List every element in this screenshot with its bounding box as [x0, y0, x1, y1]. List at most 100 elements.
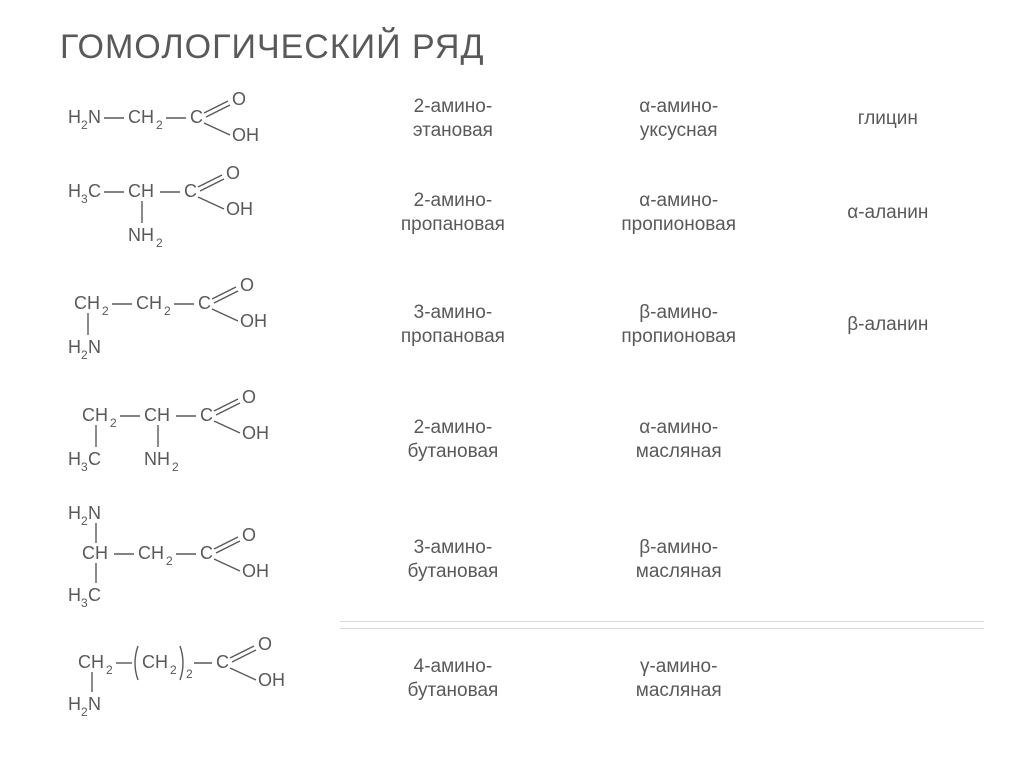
text: масляная	[636, 441, 722, 462]
text: 2-амино-	[414, 96, 493, 117]
svg-text:C: C	[200, 543, 213, 563]
svg-text:OH: OH	[242, 423, 269, 443]
svg-text:NH: NH	[144, 449, 170, 469]
svg-text:3: 3	[81, 596, 88, 610]
svg-text:2: 2	[156, 236, 163, 250]
svg-text:C: C	[190, 107, 203, 127]
svg-text:O: O	[258, 634, 272, 654]
trivial-name: β-аланин	[792, 314, 984, 336]
text: 2-амино-	[414, 190, 493, 211]
text: α-амино-	[639, 190, 718, 211]
svg-text:H: H	[68, 181, 81, 201]
text: 3-амино-	[414, 537, 493, 558]
compound-row: H 3 C CH NH 2 C O OH	[60, 157, 984, 269]
structural-formula: H 2 N CH 2 C O OH	[60, 91, 340, 147]
compound-table: H 2 N CH 2 C O OH	[60, 81, 984, 729]
svg-text:NH: NH	[128, 225, 154, 245]
text: β-амино-	[639, 302, 718, 323]
svg-text:N: N	[88, 694, 101, 714]
svg-text:CH: CH	[82, 405, 108, 425]
svg-text:CH: CH	[138, 543, 164, 563]
svg-text:N: N	[88, 107, 101, 127]
structural-formula: CH 2 H 3 C CH NH 2 C O	[60, 385, 340, 495]
svg-text:2: 2	[156, 118, 163, 132]
svg-text:C: C	[184, 181, 197, 201]
svg-text:H: H	[68, 107, 81, 127]
common-name: α-амино- уксусная	[566, 95, 792, 143]
svg-text:2: 2	[106, 663, 113, 677]
svg-text:C: C	[216, 652, 229, 672]
text: масляная	[636, 561, 722, 582]
svg-text:CH: CH	[142, 652, 168, 672]
svg-text:N: N	[88, 337, 101, 357]
svg-text:CH: CH	[78, 652, 104, 672]
svg-text:O: O	[232, 91, 246, 109]
name-columns: 4-амино- бутановая γ-амино- масляная	[340, 655, 984, 703]
svg-text:H: H	[68, 449, 81, 469]
text: пропановая	[401, 326, 505, 347]
compound-row: H 2 N CH H 3 C CH 2 C O	[60, 499, 984, 621]
systematic-name: 3-амино- пропановая	[340, 301, 566, 349]
text: пропановая	[401, 214, 505, 235]
systematic-name: 2-амино- этановая	[340, 95, 566, 143]
svg-text:C: C	[200, 405, 213, 425]
name-columns: 3-амино- бутановая β-амино- масляная	[340, 536, 984, 584]
formula-svg: CH 2 H 2 N CH 2 2 C O	[60, 632, 340, 726]
svg-text:C: C	[88, 585, 101, 605]
svg-text:2: 2	[170, 663, 177, 677]
svg-text:OH: OH	[232, 125, 259, 145]
svg-text:OH: OH	[242, 561, 269, 581]
svg-text:2: 2	[81, 514, 88, 528]
svg-text:CH: CH	[144, 405, 170, 425]
trivial-name: глицин	[792, 108, 984, 130]
compound-row: H 2 N CH 2 C O OH	[60, 81, 984, 157]
common-name: α-амино- масляная	[566, 416, 792, 464]
svg-text:C: C	[88, 181, 101, 201]
svg-text:OH: OH	[258, 670, 285, 690]
svg-text:2: 2	[81, 118, 88, 132]
text: γ-амино-	[640, 656, 717, 677]
common-name: γ-амино- масляная	[566, 655, 792, 703]
formula-svg: H 3 C CH NH 2 C O OH	[60, 161, 320, 265]
text: бутановая	[407, 680, 498, 701]
systematic-name: 2-амино- бутановая	[340, 416, 566, 464]
svg-text:2: 2	[81, 348, 88, 362]
systematic-name: 2-амино- пропановая	[340, 189, 566, 237]
name-columns: 3-амино- пропановая β-амино- пропионовая…	[340, 301, 984, 349]
structural-formula: CH 2 H 2 N CH 2 2 C O	[60, 632, 340, 726]
slide: ГОМОЛОГИЧЕСКИЙ РЯД H 2 N CH 2 C O	[0, 0, 1024, 767]
name-columns: 2-амино- этановая α-амино- уксусная глиц…	[340, 95, 984, 143]
text: уксусная	[640, 120, 718, 141]
svg-text:3: 3	[81, 192, 88, 206]
structural-formula: H 3 C CH NH 2 C O OH	[60, 161, 340, 265]
formula-svg: CH 2 H 2 N CH 2 C O OH	[60, 273, 320, 377]
svg-text:2: 2	[186, 667, 193, 681]
svg-text:H: H	[68, 694, 81, 714]
svg-text:2: 2	[172, 460, 179, 474]
svg-text:2: 2	[164, 304, 171, 318]
text: α-амино-	[639, 417, 718, 438]
svg-text:2: 2	[110, 416, 117, 430]
text: пропионовая	[621, 214, 736, 235]
svg-text:OH: OH	[240, 311, 267, 331]
trivial-name: α-аланин	[792, 202, 984, 224]
svg-text:2: 2	[166, 554, 173, 568]
common-name: β-амино- масляная	[566, 536, 792, 584]
svg-text:CH: CH	[82, 543, 108, 563]
systematic-name: 3-амино- бутановая	[340, 536, 566, 584]
svg-text:O: O	[242, 525, 256, 545]
formula-svg: H 2 N CH H 3 C CH 2 C O	[60, 501, 340, 619]
common-name: α-амино- пропионовая	[566, 189, 792, 237]
structural-formula: CH 2 H 2 N CH 2 C O OH	[60, 273, 340, 377]
svg-text:OH: OH	[226, 199, 253, 219]
svg-text:O: O	[242, 387, 256, 407]
name-columns: 2-амино- пропановая α-амино- пропионовая…	[340, 189, 984, 237]
compound-row: CH 2 H 2 N CH 2 C O OH	[60, 269, 984, 381]
compound-row: CH 2 H 2 N CH 2 2 C O	[60, 629, 984, 729]
svg-text:C: C	[88, 449, 101, 469]
svg-text:N: N	[88, 503, 101, 523]
svg-text:3: 3	[81, 460, 88, 474]
svg-text:CH: CH	[136, 293, 162, 313]
divider	[340, 621, 984, 622]
svg-text:H: H	[68, 585, 81, 605]
